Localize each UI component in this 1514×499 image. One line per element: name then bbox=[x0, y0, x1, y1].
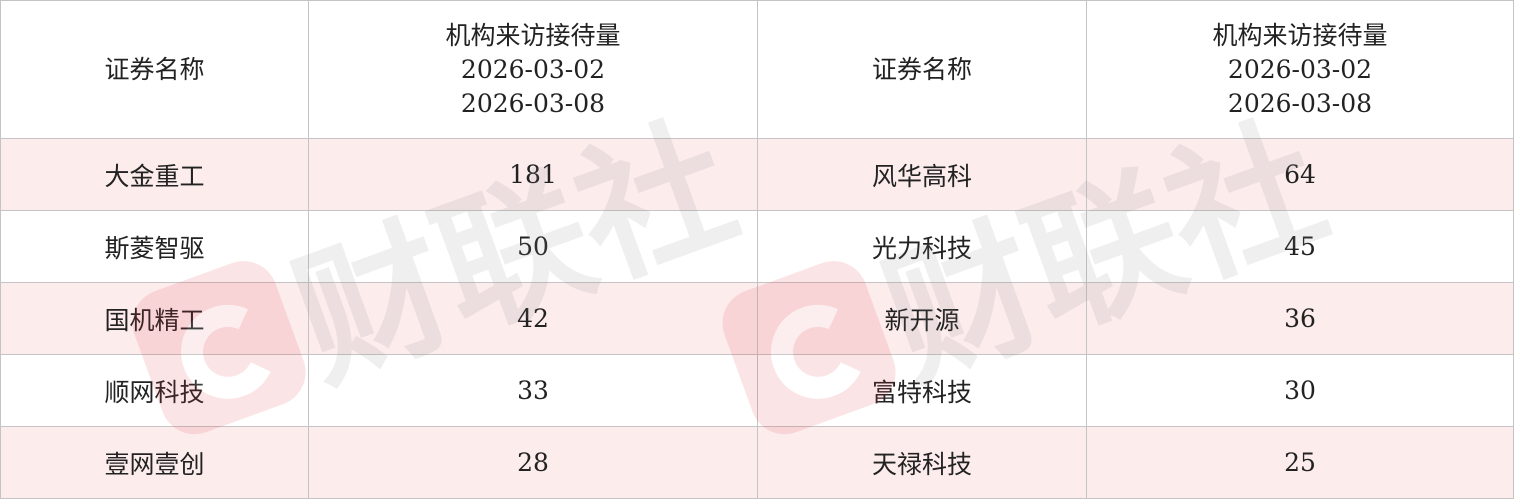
table-row: 大金重工 181 风华高科 64 bbox=[0, 138, 1514, 211]
header-visit-count-left: 机构来访接待量 2026-03-02 2026-03-08 bbox=[308, 0, 758, 139]
visit-count: 42 bbox=[308, 282, 758, 355]
visit-count: 64 bbox=[1086, 138, 1514, 211]
visit-count: 25 bbox=[1086, 426, 1514, 499]
header-label: 机构来访接待量 bbox=[445, 20, 621, 50]
header-row: 证券名称 机构来访接待量 2026-03-02 2026-03-08 证券名称 机构… bbox=[0, 0, 1514, 139]
security-name: 天禄科技 bbox=[757, 426, 1087, 499]
visit-count: 181 bbox=[308, 138, 758, 211]
header-end-date: 2026-03-08 bbox=[460, 88, 606, 118]
security-name: 壹网壹创 bbox=[0, 426, 309, 499]
security-name: 光力科技 bbox=[757, 210, 1087, 283]
visit-count: 28 bbox=[308, 426, 758, 499]
header-label: 机构来访接待量 bbox=[1212, 20, 1388, 50]
header-start-date: 2026-03-02 bbox=[460, 54, 606, 84]
table-row: 顺网科技 33 富特科技 30 bbox=[0, 354, 1514, 427]
visit-count: 30 bbox=[1086, 354, 1514, 427]
visit-count: 45 bbox=[1086, 210, 1514, 283]
table-row: 壹网壹创 28 天禄科技 25 bbox=[0, 426, 1514, 499]
security-name: 新开源 bbox=[757, 282, 1087, 355]
security-name: 风华高科 bbox=[757, 138, 1087, 211]
header-start-date: 2026-03-02 bbox=[1227, 54, 1373, 84]
visit-count: 50 bbox=[308, 210, 758, 283]
security-name: 国机精工 bbox=[0, 282, 309, 355]
visit-count: 33 bbox=[308, 354, 758, 427]
table-row: 国机精工 42 新开源 36 bbox=[0, 282, 1514, 355]
visit-count: 36 bbox=[1086, 282, 1514, 355]
table-row: 斯菱智驱 50 光力科技 45 bbox=[0, 210, 1514, 283]
header-visit-count-right: 机构来访接待量 2026-03-02 2026-03-08 bbox=[1086, 0, 1514, 139]
header-security-name-right: 证券名称 bbox=[757, 0, 1087, 139]
security-name: 顺网科技 bbox=[0, 354, 309, 427]
header-security-name-left: 证券名称 bbox=[0, 0, 309, 139]
security-name: 斯菱智驱 bbox=[0, 210, 309, 283]
security-name: 大金重工 bbox=[0, 138, 309, 211]
security-name: 富特科技 bbox=[757, 354, 1087, 427]
header-end-date: 2026-03-08 bbox=[1227, 88, 1373, 118]
